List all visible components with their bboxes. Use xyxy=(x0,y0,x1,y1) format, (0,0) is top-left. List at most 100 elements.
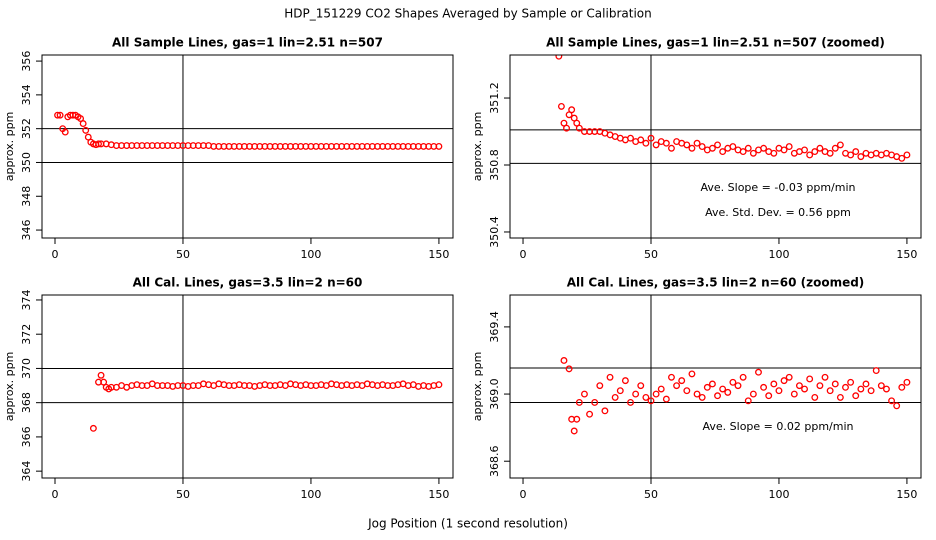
data-point xyxy=(683,387,691,395)
data-point xyxy=(621,377,629,385)
data-point xyxy=(570,427,578,435)
y-tick-label: 369.0 xyxy=(488,378,501,410)
panel-title: All Sample Lines, gas=1 lin=2.51 n=507 xyxy=(112,36,383,50)
x-tick-label: 0 xyxy=(52,488,59,501)
data-point xyxy=(668,144,675,152)
data-point xyxy=(729,378,737,386)
data-point xyxy=(708,144,716,152)
data-point xyxy=(657,385,665,393)
x-tick-label: 150 xyxy=(896,488,917,501)
plot-frame xyxy=(509,54,922,239)
data-point xyxy=(89,424,97,432)
data-point xyxy=(714,392,721,400)
data-point xyxy=(775,387,783,395)
y-tick-label: 354 xyxy=(20,84,33,105)
data-point xyxy=(744,144,752,152)
y-axis-label: approx. ppm xyxy=(471,112,484,182)
data-point xyxy=(573,415,581,423)
x-tick-label: 0 xyxy=(520,488,527,501)
data-point xyxy=(586,410,594,418)
data-point xyxy=(82,126,90,134)
data-point xyxy=(693,139,701,147)
data-point xyxy=(627,398,634,406)
plot-area xyxy=(42,295,453,478)
x-tick-label: 50 xyxy=(176,488,190,501)
data-point xyxy=(662,139,670,147)
data-point xyxy=(97,371,105,379)
data-point xyxy=(734,382,742,390)
y-tick-label: 351.2 xyxy=(488,82,501,114)
data-point xyxy=(61,128,69,136)
data-point xyxy=(698,393,706,401)
data-point xyxy=(683,141,691,149)
panel-title: All Cal. Lines, gas=3.5 lin=2 n=60 (zoom… xyxy=(567,276,865,290)
data-point xyxy=(888,397,896,405)
data-point xyxy=(739,373,747,381)
data-point xyxy=(780,146,788,154)
data-point xyxy=(693,390,701,398)
data-point xyxy=(847,151,855,159)
x-axis-label: Jog Position (1 second resolution) xyxy=(367,517,568,531)
y-tick-label: 368.6 xyxy=(488,445,501,477)
data-point xyxy=(857,385,865,393)
data-point xyxy=(770,380,778,388)
data-point xyxy=(557,102,565,110)
x-tick-label: 150 xyxy=(896,248,917,261)
data-point xyxy=(616,387,624,395)
x-tick-label: 50 xyxy=(644,248,658,261)
y-tick-label: 370 xyxy=(20,358,33,379)
data-point xyxy=(826,149,834,157)
data-point xyxy=(801,385,809,393)
data-point xyxy=(893,402,901,410)
data-point xyxy=(703,383,711,391)
y-tick-label: 374 xyxy=(20,289,33,310)
data-point xyxy=(575,124,583,132)
data-point xyxy=(591,398,599,406)
data-point xyxy=(903,378,911,386)
y-axis-label: approx. ppm xyxy=(471,352,484,422)
data-point xyxy=(724,388,732,396)
data-point xyxy=(601,407,609,415)
data-point xyxy=(877,382,885,390)
plot-frame xyxy=(509,294,922,479)
data-point xyxy=(611,393,619,401)
y-tick-label: 368 xyxy=(20,392,33,413)
data-point xyxy=(698,143,706,151)
y-tick-label: 364 xyxy=(20,461,33,482)
y-tick-label: 369.4 xyxy=(488,311,501,343)
y-axis-label: approx. ppm xyxy=(3,352,16,422)
data-point xyxy=(606,373,614,381)
x-tick-label: 150 xyxy=(428,248,449,261)
data-point xyxy=(575,398,583,406)
data-point xyxy=(806,151,814,159)
data-point xyxy=(56,111,64,119)
figure-title: HDP_151229 CO2 Shapes Averaged by Sample… xyxy=(284,7,651,21)
data-point xyxy=(100,378,108,386)
y-tick-label: 350.4 xyxy=(488,216,501,248)
plot-area xyxy=(510,295,921,478)
data-point xyxy=(831,144,839,152)
y-tick-label: 352 xyxy=(20,118,33,139)
data-point xyxy=(719,385,727,393)
data-point xyxy=(652,141,660,149)
data-point xyxy=(581,390,588,398)
y-axis-label: approx. ppm xyxy=(3,112,16,182)
data-point xyxy=(719,148,727,156)
x-tick-label: 50 xyxy=(644,488,658,501)
data-point xyxy=(744,397,752,405)
data-point xyxy=(867,387,875,395)
data-point xyxy=(852,392,860,400)
data-point xyxy=(647,134,655,142)
data-point xyxy=(678,377,686,385)
data-point xyxy=(662,395,670,403)
data-point xyxy=(816,144,824,152)
x-tick-label: 150 xyxy=(428,488,449,501)
data-point xyxy=(836,393,844,401)
data-point xyxy=(637,382,645,390)
plot-area xyxy=(42,55,453,238)
data-point xyxy=(435,142,443,150)
data-point xyxy=(563,124,570,132)
data-point xyxy=(565,365,573,373)
plot-frame xyxy=(41,54,454,239)
